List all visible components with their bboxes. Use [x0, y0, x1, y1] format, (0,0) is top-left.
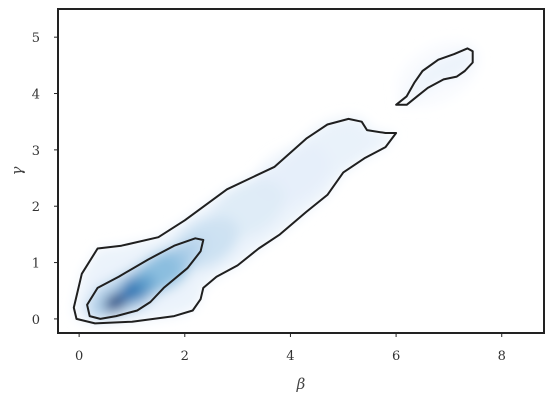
x-axis-ticks: 0 2 4 6 8 [75, 333, 506, 364]
x-tick-label: 0 [75, 349, 83, 364]
x-tick-label: 4 [286, 349, 294, 364]
contour-lines [72, 47, 474, 325]
plot-frame [57, 8, 545, 334]
x-tick-label: 2 [181, 349, 189, 364]
density-peak [396, 40, 480, 107]
x-tick-label: 6 [392, 349, 400, 364]
y-tick-label: 1 [32, 257, 40, 272]
density-fill [73, 40, 480, 324]
y-axis-label: γ [8, 166, 26, 175]
x-tick-label: 8 [498, 349, 506, 364]
contour-outer [395, 47, 474, 106]
y-tick-label: 3 [32, 144, 40, 159]
x-axis-label: β [296, 375, 306, 393]
y-tick-label: 4 [32, 88, 40, 103]
y-tick-label: 0 [32, 313, 40, 328]
contour-inner [86, 237, 205, 320]
contour-outer [72, 117, 398, 325]
y-axis-ticks: 0 1 2 3 4 5 [32, 31, 58, 328]
density-peak [292, 115, 373, 180]
y-tick-label: 5 [32, 31, 40, 46]
y-tick-label: 2 [32, 200, 40, 215]
